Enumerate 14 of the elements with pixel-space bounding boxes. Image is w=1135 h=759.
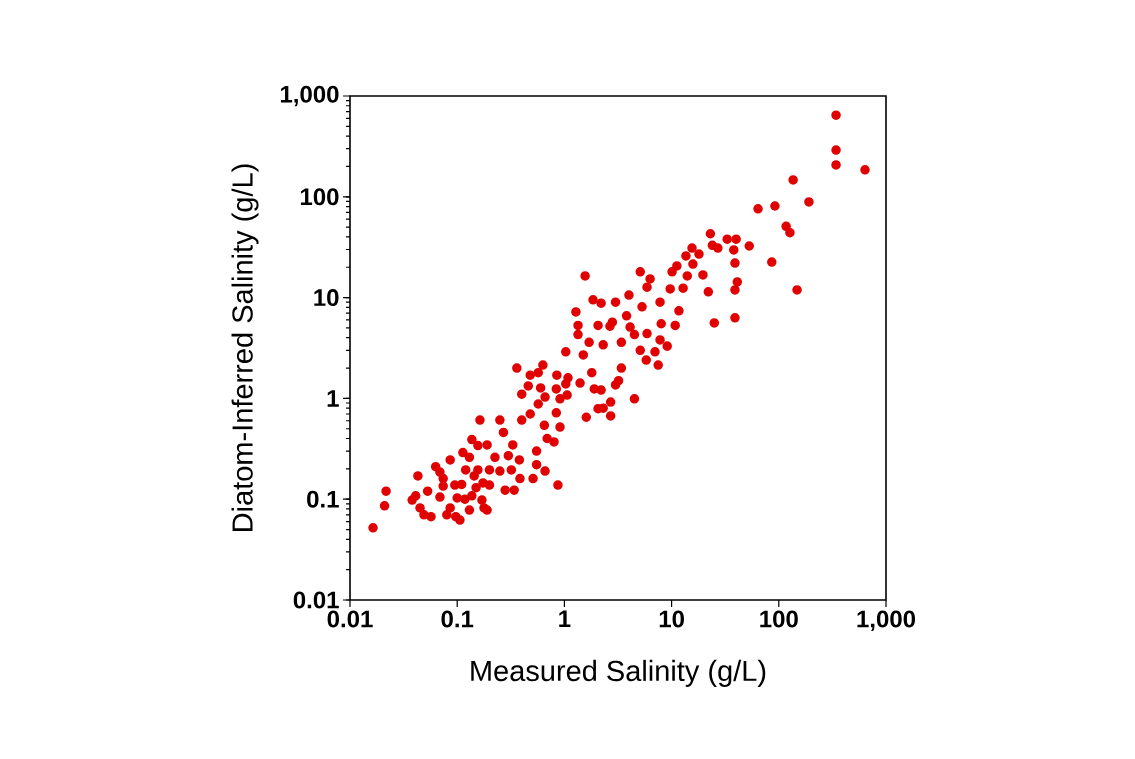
x-tick-label: 1,000 — [857, 610, 916, 631]
x-tick-label: 0.01 — [327, 610, 373, 628]
y-tick-label: 1 — [327, 390, 339, 407]
y-axis-title: Diatom-Inferred Salinity (g/L) — [231, 164, 259, 531]
x-tick-label: 0.1 — [441, 610, 474, 628]
y-tick-label: 0.1 — [307, 490, 339, 508]
x-tick-label: 1 — [559, 610, 571, 628]
y-tick-label: 0.01 — [293, 591, 339, 609]
x-axis-title: Measured Salinity (g/L) — [471, 659, 766, 687]
x-tick-label: 100 — [760, 610, 798, 628]
y-tick-label: 100 — [300, 188, 339, 206]
x-tick-label: 10 — [659, 610, 684, 628]
y-tick-label: 1,000 — [280, 85, 339, 107]
y-tick-label: 10 — [314, 289, 339, 307]
